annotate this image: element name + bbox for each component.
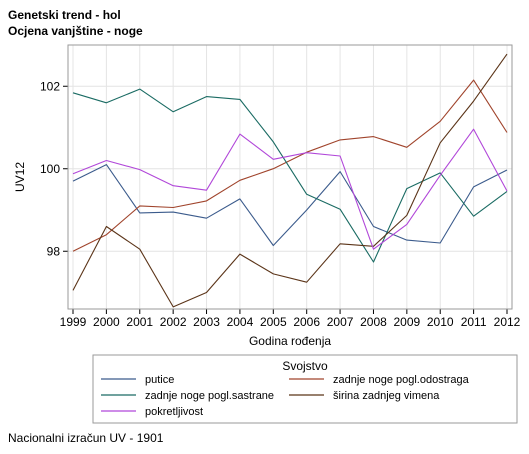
- legend-entry: širina zadnjeg vimena: [333, 390, 440, 402]
- y-tick-label: 98: [47, 244, 61, 258]
- footnote: Nacionalni izračun UV - 1901: [8, 431, 164, 445]
- series-line-pokretljivost: [72, 128, 508, 250]
- x-tick-label: 2004: [227, 315, 254, 329]
- x-tick-label: 2000: [93, 315, 120, 329]
- x-tick-label: 2007: [327, 315, 354, 329]
- plot-area: [68, 45, 512, 309]
- x-tick-label: 2011: [461, 315, 487, 329]
- x-tick-label: 1999: [60, 315, 87, 329]
- legend-entry: putice: [145, 374, 174, 386]
- legend-entry: zadnje noge pogl.sastrane: [145, 390, 274, 402]
- x-tick-label: 2012: [494, 315, 521, 329]
- x-tick-label: 2002: [160, 315, 187, 329]
- y-axis-label: UV12: [13, 162, 27, 192]
- series-line-zadnje-noge-pogl-sastrane: [72, 88, 508, 263]
- x-tick-label: 2009: [393, 315, 420, 329]
- legend-entry: pokretljivost: [145, 406, 203, 418]
- x-tick-label: 2003: [193, 315, 220, 329]
- chart-titles: Genetski trend - hol Ocjena vanjštine - …: [8, 7, 143, 39]
- chart-subtitle: Ocjena vanjštine - noge: [8, 24, 143, 38]
- x-tick-label: 2006: [293, 315, 320, 329]
- chart-title: Genetski trend - hol: [8, 8, 121, 22]
- series-line-putice: [72, 164, 508, 247]
- x-tick-label: 2005: [260, 315, 287, 329]
- legend-title: Svojstvo: [282, 359, 328, 373]
- x-tick-label: 2008: [360, 315, 387, 329]
- legend-entry: zadnje noge pogl.odostraga: [333, 374, 470, 386]
- y-tick-label: 100: [40, 162, 60, 176]
- legend-box: [92, 354, 518, 424]
- x-tick-label: 2010: [427, 315, 454, 329]
- x-axis-label: Godina rođenja: [249, 334, 331, 348]
- plot-frame: [67, 44, 513, 310]
- series-line--irina-zadnjeg-vimena: [72, 53, 508, 308]
- y-tick-label: 102: [40, 79, 60, 93]
- x-tick-label: 2001: [126, 315, 153, 329]
- series-line-zadnje-noge-pogl-odostraga: [72, 79, 508, 252]
